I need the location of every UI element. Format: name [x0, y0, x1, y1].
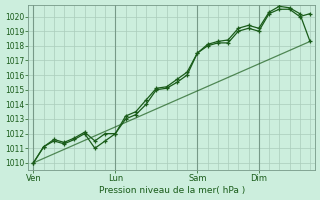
X-axis label: Pression niveau de la mer( hPa ): Pression niveau de la mer( hPa )	[99, 186, 245, 195]
